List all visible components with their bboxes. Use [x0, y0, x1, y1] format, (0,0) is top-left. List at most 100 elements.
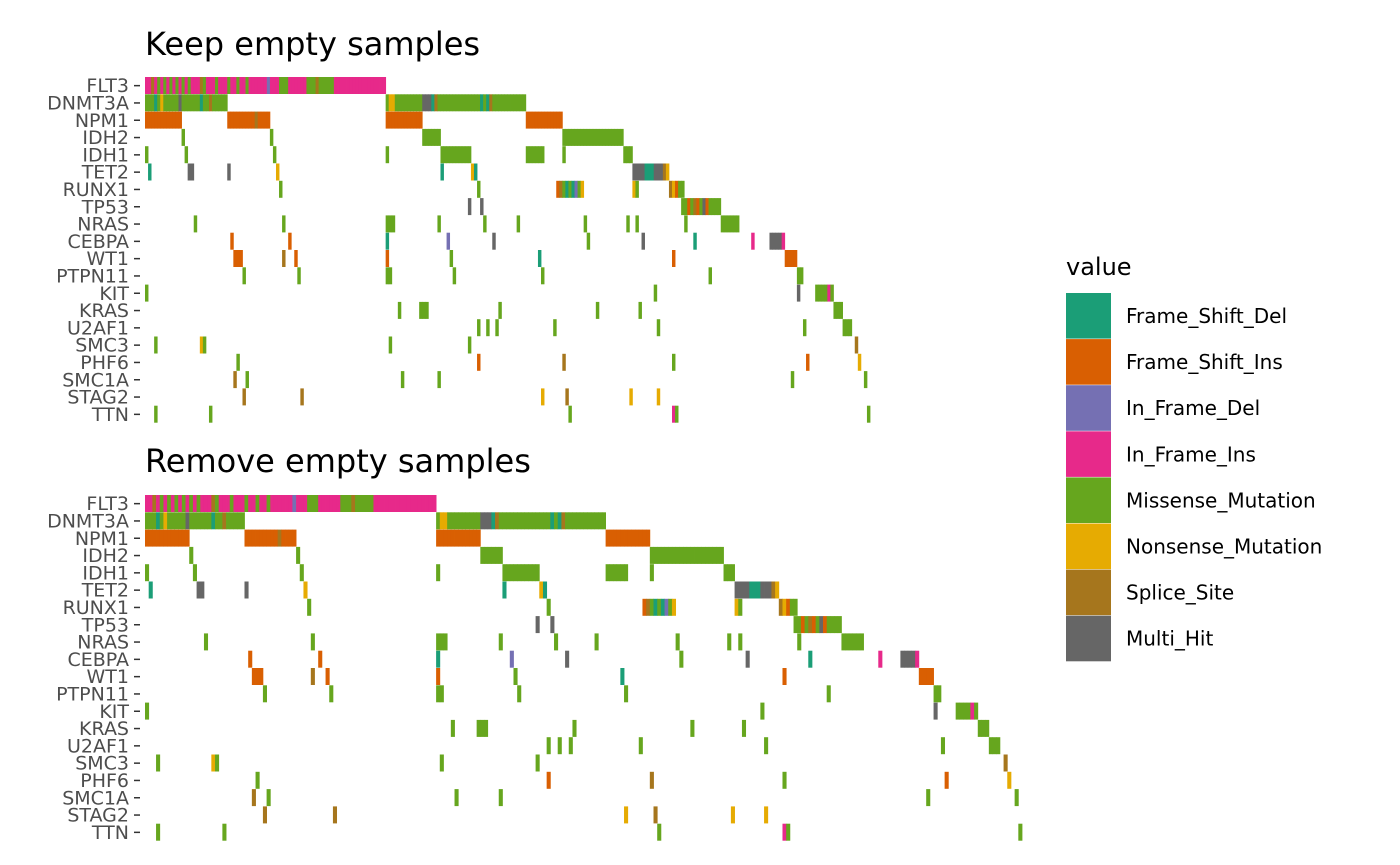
tile-dnmt3a-missense-mutation [472, 512, 478, 530]
tile-kras-missense-mutation [836, 301, 840, 319]
tile-flt3-in-frame-ins [294, 77, 298, 94]
tile-runx1-missense-mutation [562, 180, 566, 198]
tile-npm1-frame-shift-ins [175, 111, 179, 129]
tile-phf6-missense-mutation [236, 353, 240, 371]
tile-runx1-splice-site [668, 180, 673, 198]
tile-dnmt3a-missense-mutation [539, 512, 544, 530]
tile-nras-missense-mutation [498, 633, 503, 651]
tile-wt1-frame-shift-ins [782, 668, 787, 685]
tile-npm1-frame-shift-ins [160, 111, 164, 129]
tile-dnmt3a-missense-mutation [226, 512, 231, 530]
tile-tet2-multi-hit [767, 581, 772, 599]
tile-kit-missense-mutation [145, 284, 149, 302]
tile-flt3-missense-mutation [358, 495, 363, 512]
tile-npm1-frame-shift-ins [436, 529, 441, 547]
tile-wt1-splice-site [310, 668, 315, 685]
gene-label-idh2: IDH2 [82, 545, 129, 567]
tile-dnmt3a-missense-mutation [542, 512, 548, 530]
tile-dnmt3a-missense-mutation [498, 94, 502, 112]
legend-swatch-frame-shift-del [1066, 293, 1111, 339]
tile-flt3-in-frame-ins [379, 77, 384, 94]
tile-npm1-frame-shift-ins [285, 529, 290, 547]
tile-idh1-missense-mutation [506, 564, 511, 582]
gene-label-dnmt3a: DNMT3A [47, 510, 129, 532]
tile-tet2-multi-hit [632, 163, 636, 181]
gene-label-nras: NRAS [77, 214, 129, 236]
tile-npm1-frame-shift-ins [152, 529, 157, 547]
tile-idh1-missense-mutation [524, 564, 529, 582]
tile-npm1-frame-shift-ins [544, 111, 548, 129]
tile-idh2-missense-mutation [671, 546, 677, 564]
tile-runx1-in-frame-del [664, 598, 669, 616]
panel-title-keep-empty: Keep empty samples [145, 25, 480, 63]
tile-tp53-missense-mutation [708, 198, 712, 216]
tile-cebpa-frame-shift-del [808, 650, 813, 668]
tile-smc3-nonsense-mutation [199, 336, 204, 354]
tile-dnmt3a-missense-mutation [218, 94, 222, 112]
tile-flt3-splice-site [199, 77, 204, 94]
tile-npm1-frame-shift-ins [230, 111, 234, 129]
tile-tet2-multi-hit [638, 163, 642, 181]
tile-flt3-in-frame-ins [251, 77, 256, 94]
tile-flt3-missense-mutation [330, 77, 335, 94]
tile-npm1-frame-shift-ins [167, 529, 172, 547]
tile-dnmt3a-missense-mutation [152, 512, 157, 530]
tile-dnmt3a-missense-mutation [594, 512, 599, 530]
tile-ttn-missense-mutation [675, 405, 679, 423]
tile-flt3-in-frame-ins [355, 77, 359, 94]
tile-nras-missense-mutation [385, 215, 390, 233]
tile-flt3-in-frame-ins [212, 77, 216, 94]
tile-ptpn11-missense-mutation [933, 685, 938, 703]
tile-npm1-frame-shift-ins [450, 529, 455, 547]
tile-dnmt3a-missense-mutation [181, 512, 186, 530]
tile-idh1-missense-mutation [531, 146, 536, 164]
tile-cebpa-frame-shift-ins [288, 232, 292, 250]
tile-tp53-multi-hit [819, 616, 824, 634]
tile-kit-missense-mutation [818, 284, 822, 302]
gene-label-cebpa: CEBPA [67, 649, 129, 671]
tile-ptpn11-missense-mutation [826, 685, 831, 703]
tile-dnmt3a-missense-mutation [170, 512, 175, 530]
tile-flt3-missense-mutation [266, 495, 271, 512]
tile-tet2-nonsense-mutation [539, 581, 544, 599]
tile-runx1-missense-mutation [568, 180, 572, 198]
tile-idh2-missense-mutation [620, 128, 624, 146]
tile-nras-missense-mutation [723, 215, 728, 233]
tile-npm1-frame-shift-ins [642, 529, 647, 547]
tile-dnmt3a-missense-mutation [501, 94, 505, 112]
tile-npm1-frame-shift-ins [163, 529, 168, 547]
legend-swatch-splice-site [1066, 569, 1111, 616]
tile-npm1-frame-shift-ins [148, 529, 153, 547]
tile-kras-missense-mutation [690, 719, 695, 737]
tile-tp53-multi-hit [550, 616, 555, 634]
tile-npm1-frame-shift-ins [447, 529, 452, 547]
tile-flt3-in-frame-ins [260, 77, 265, 94]
gene-label-npm1: NPM1 [75, 110, 129, 132]
tile-flt3-in-frame-ins [329, 495, 334, 512]
tile-kras-missense-mutation [425, 301, 429, 319]
tile-npm1-frame-shift-ins [251, 529, 256, 547]
tile-npm1-frame-shift-ins [624, 529, 629, 547]
tile-tet2-frame-shift-del [440, 163, 444, 181]
tile-kras-missense-mutation [480, 719, 485, 737]
tile-idh2-missense-mutation [701, 546, 706, 564]
tile-ptpn11-missense-mutation [937, 685, 942, 703]
tile-dnmt3a-missense-mutation [221, 94, 225, 112]
tile-flt3-in-frame-ins [300, 77, 304, 94]
tile-npm1-frame-shift-ins [388, 111, 393, 129]
tile-npm1-frame-shift-ins [236, 111, 240, 129]
tile-runx1-splice-site [646, 598, 651, 616]
tile-cebpa-frame-shift-ins [248, 650, 253, 668]
tile-flt3-in-frame-ins [370, 77, 374, 94]
tile-tet2-multi-hit [659, 163, 664, 181]
tile-flt3-in-frame-ins [205, 77, 210, 94]
tile-idh1-missense-mutation [612, 564, 618, 582]
tile-flt3-missense-mutation [327, 77, 332, 94]
tile-dnmt3a-missense-mutation [461, 512, 466, 530]
tile-idh1-missense-mutation [272, 146, 277, 164]
tile-tp53-missense-mutation [717, 198, 722, 216]
tile-flt3-in-frame-ins [346, 77, 350, 94]
tile-idh1-missense-mutation [449, 146, 454, 164]
tile-dnmt3a-missense-mutation [233, 512, 238, 530]
tile-nras-missense-mutation [388, 215, 393, 233]
